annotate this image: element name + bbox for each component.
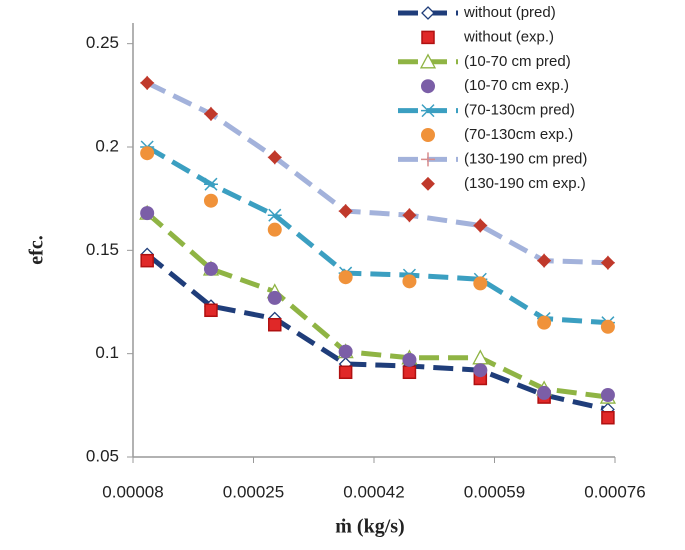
y-tick-label: 0.2 bbox=[95, 136, 119, 155]
legend-marker bbox=[419, 53, 437, 69]
y-tick-label: 0.05 bbox=[86, 446, 119, 465]
marker bbox=[267, 222, 282, 237]
legend-label: without (exp.) bbox=[463, 28, 554, 45]
marker bbox=[268, 317, 282, 332]
legend-label: (130-190 cm exp.) bbox=[464, 175, 586, 192]
legend-label: (70-130cm pred) bbox=[464, 102, 575, 119]
marker bbox=[140, 146, 155, 161]
marker bbox=[402, 365, 417, 380]
marker bbox=[537, 253, 552, 268]
legend-marker bbox=[421, 152, 435, 167]
marker bbox=[267, 150, 282, 165]
legend-marker bbox=[421, 176, 435, 191]
y-tick-label: 0.25 bbox=[86, 33, 119, 52]
legend-label: (70-130cm exp.) bbox=[464, 126, 573, 143]
marker bbox=[140, 206, 155, 221]
x-tick-label: 0.00059 bbox=[464, 482, 525, 501]
marker bbox=[140, 76, 155, 90]
x-tick-label: 0.00076 bbox=[584, 482, 645, 501]
marker bbox=[203, 261, 218, 276]
legend-marker bbox=[421, 104, 435, 118]
marker bbox=[601, 410, 615, 425]
marker bbox=[402, 208, 417, 223]
legend-label: (10-70 cm exp.) bbox=[464, 77, 569, 94]
marker bbox=[472, 349, 489, 365]
series-line bbox=[145, 252, 609, 412]
marker bbox=[473, 363, 488, 378]
marker bbox=[338, 365, 353, 380]
legend-label: (130-190 cm pred) bbox=[464, 150, 587, 167]
marker bbox=[140, 253, 154, 268]
series-line bbox=[146, 80, 608, 266]
marker bbox=[203, 193, 218, 208]
legend-marker bbox=[421, 30, 435, 45]
marker bbox=[338, 204, 353, 218]
x-tick-label: 0.00008 bbox=[102, 482, 163, 501]
marker bbox=[600, 388, 615, 402]
series-line bbox=[145, 144, 609, 326]
marker bbox=[267, 290, 282, 305]
legend-marker bbox=[421, 6, 435, 20]
legend-label: (10-70 cm pred) bbox=[464, 53, 571, 70]
marker bbox=[402, 352, 417, 367]
marker bbox=[537, 315, 552, 330]
y-tick-label: 0.15 bbox=[86, 240, 119, 259]
series-line bbox=[145, 211, 609, 400]
x-axis-label: ṁ (kg/s) bbox=[335, 516, 404, 538]
x-tick-label: 0.00042 bbox=[343, 482, 404, 501]
x-tick-label: 0.00025 bbox=[223, 482, 284, 501]
y-tick-label: 0.1 bbox=[95, 343, 119, 362]
legend-marker bbox=[421, 128, 435, 142]
marker bbox=[537, 385, 552, 400]
marker bbox=[204, 303, 218, 318]
marker bbox=[402, 274, 417, 289]
legend-label: without (pred) bbox=[463, 4, 556, 21]
legend-marker bbox=[421, 79, 435, 94]
marker bbox=[204, 107, 218, 121]
marker bbox=[600, 255, 615, 270]
marker bbox=[338, 344, 353, 359]
marker bbox=[267, 208, 282, 222]
marker bbox=[203, 177, 218, 191]
marker bbox=[473, 218, 488, 233]
marker bbox=[338, 270, 353, 285]
marker bbox=[600, 319, 615, 334]
marker bbox=[473, 276, 488, 291]
y-axis-label: efc. bbox=[26, 235, 48, 264]
